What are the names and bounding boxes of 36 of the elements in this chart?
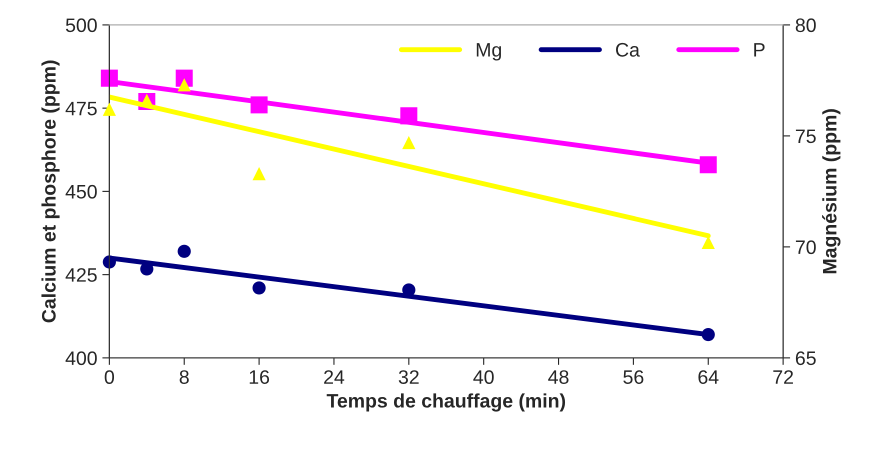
y2-axis-title: Magnésium (ppm) xyxy=(822,109,840,274)
legend-label: Ca xyxy=(616,42,640,57)
x-tick-label: 48 xyxy=(548,370,569,384)
point xyxy=(702,328,715,342)
point xyxy=(700,156,717,174)
point xyxy=(252,167,266,180)
legend-label: P xyxy=(754,43,765,57)
y-tick-label: 400 xyxy=(66,351,97,366)
x-tick-label: 72 xyxy=(773,370,793,384)
y-tick-label: 475 xyxy=(66,102,97,116)
point xyxy=(400,107,418,124)
point xyxy=(100,70,118,87)
x-axis-title: Temps de chauffage (min) xyxy=(326,393,566,412)
x-tick-label: 56 xyxy=(623,370,644,384)
point xyxy=(250,96,268,114)
y2-tick-label: 65 xyxy=(796,351,816,366)
point xyxy=(402,136,416,150)
x-tick-label: 8 xyxy=(180,370,189,384)
x-tick-label: 32 xyxy=(398,370,419,384)
x-tick-label: 24 xyxy=(324,370,344,384)
y2-tick-label: 70 xyxy=(796,240,816,254)
y-tick-label: 425 xyxy=(66,268,97,282)
x-tick-label: 16 xyxy=(250,370,270,384)
y-axis-title: Calcium et phosphore (ppm) xyxy=(41,60,60,322)
y-tick-label: 500 xyxy=(66,18,97,32)
y2-tick-label: 75 xyxy=(796,130,816,144)
x-tick-label: 40 xyxy=(473,370,494,384)
x-tick-label: 64 xyxy=(698,370,719,384)
x-tick-label: 0 xyxy=(104,370,114,384)
y-tick-label: 450 xyxy=(66,184,97,199)
point xyxy=(252,281,266,295)
legend-label: Mg xyxy=(476,43,501,61)
point xyxy=(102,102,116,116)
y2-tick-label: 80 xyxy=(796,18,816,32)
point xyxy=(702,236,715,250)
point xyxy=(178,244,191,258)
